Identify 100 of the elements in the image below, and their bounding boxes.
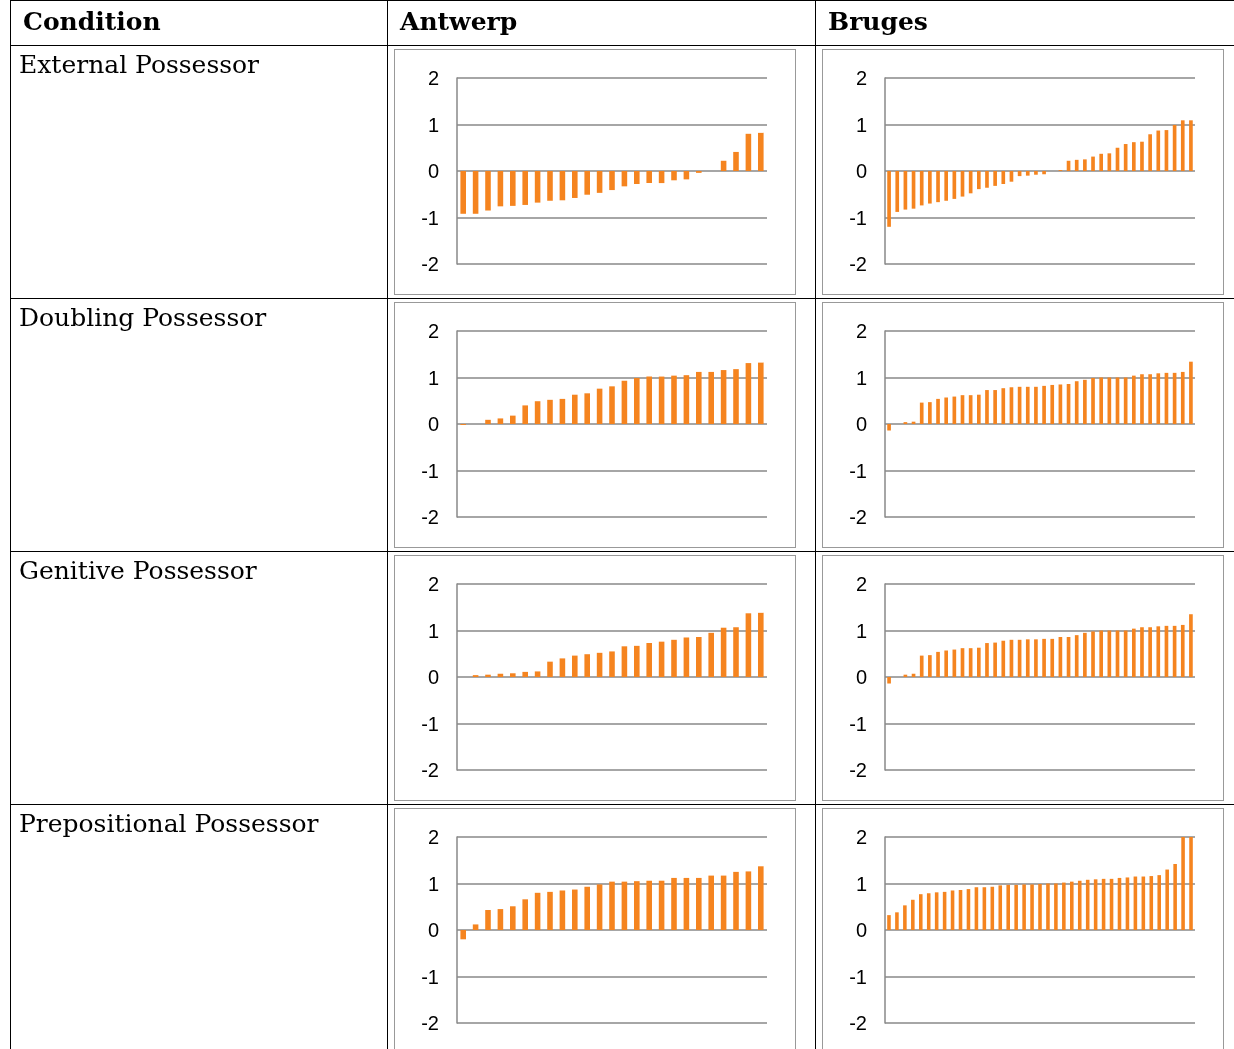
bar	[1140, 141, 1144, 171]
y-tick-label: 1	[855, 619, 867, 642]
bar	[646, 643, 652, 677]
bar	[534, 671, 541, 677]
y-tick-label: -2	[849, 253, 867, 275]
y-tick-label: 0	[855, 666, 867, 688]
bar	[1025, 639, 1030, 677]
bar	[1156, 373, 1161, 424]
y-tick-label: -1	[849, 965, 867, 988]
bar	[1165, 869, 1169, 930]
bar	[646, 880, 652, 930]
bar	[1050, 638, 1055, 677]
bar	[1140, 374, 1144, 424]
bar	[887, 677, 891, 684]
bar	[497, 909, 504, 930]
bar	[609, 171, 615, 191]
bar	[911, 899, 915, 930]
bar	[559, 658, 566, 677]
bar	[1157, 875, 1162, 930]
y-tick-label: -1	[421, 965, 439, 988]
bar	[646, 171, 652, 184]
bar	[936, 398, 940, 424]
y-tick-label: -2	[849, 506, 867, 528]
bar	[887, 915, 891, 930]
y-tick-label: -1	[849, 459, 867, 482]
bar	[696, 637, 702, 677]
bar	[1148, 374, 1152, 424]
bar	[758, 866, 764, 930]
bar	[758, 362, 764, 424]
y-tick-label: 1	[427, 366, 439, 389]
bar	[510, 415, 516, 424]
bar	[1062, 882, 1066, 930]
bar	[936, 171, 940, 203]
y-tick-label: 0	[427, 160, 439, 182]
y-tick-label: 1	[855, 366, 867, 389]
bar	[1050, 384, 1055, 424]
bar	[998, 885, 1003, 930]
bar	[918, 894, 923, 930]
bar	[1025, 171, 1030, 176]
bar	[720, 370, 727, 424]
bar	[534, 401, 541, 424]
bar	[485, 910, 491, 930]
y-tick-label: -2	[421, 253, 439, 275]
y-tick-label: 0	[427, 666, 439, 688]
y-tick-label: 2	[855, 67, 867, 89]
bar	[1083, 159, 1087, 171]
bar	[485, 419, 491, 424]
y-tick-label: 2	[855, 826, 867, 848]
bar	[1001, 171, 1006, 185]
y-tick-label: 2	[427, 826, 439, 848]
y-tick-label: 1	[427, 619, 439, 642]
y-tick-label: -1	[849, 712, 867, 735]
bar	[1189, 120, 1193, 171]
bar	[1189, 614, 1193, 677]
bar	[1070, 881, 1074, 930]
bar	[658, 171, 665, 184]
bar	[510, 673, 516, 677]
bar	[985, 171, 989, 188]
bar	[936, 651, 940, 677]
text: Genitive Possessor	[10, 551, 388, 805]
bar	[1074, 159, 1079, 171]
bar	[683, 637, 690, 677]
bar	[671, 639, 677, 677]
bar	[1091, 156, 1095, 171]
y-tick-label: -2	[421, 506, 439, 528]
bar	[895, 171, 900, 212]
bar	[584, 886, 590, 930]
bar	[1030, 884, 1034, 930]
bar	[1131, 375, 1136, 424]
y-tick-label: -2	[421, 759, 439, 781]
bar	[485, 171, 491, 211]
bar	[522, 405, 528, 424]
bar	[547, 661, 553, 677]
bar	[1014, 884, 1018, 930]
bar	[609, 386, 615, 424]
bar	[1042, 171, 1046, 175]
bar	[1140, 627, 1144, 677]
bar	[634, 377, 640, 424]
bar	[708, 632, 714, 677]
bar	[1189, 361, 1193, 424]
bar	[745, 363, 752, 424]
bar	[596, 171, 603, 193]
bar	[1148, 627, 1152, 677]
bar	[887, 171, 891, 227]
y-tick-label: -2	[849, 1012, 867, 1034]
bar	[1025, 386, 1030, 424]
bar	[1074, 381, 1079, 424]
text: Antwerp	[387, 0, 816, 46]
y-tick-label: -1	[421, 712, 439, 735]
bar	[1099, 630, 1104, 677]
text: Condition	[10, 0, 388, 46]
bar	[534, 171, 541, 203]
bar	[559, 890, 566, 930]
bar	[1083, 632, 1087, 677]
bar	[1006, 884, 1010, 930]
y-tick-label: -1	[421, 206, 439, 229]
bar	[928, 402, 932, 424]
y-tick-label: -2	[849, 759, 867, 781]
text: Doubling Possessor	[10, 298, 388, 552]
y-tick-label: 2	[855, 573, 867, 595]
